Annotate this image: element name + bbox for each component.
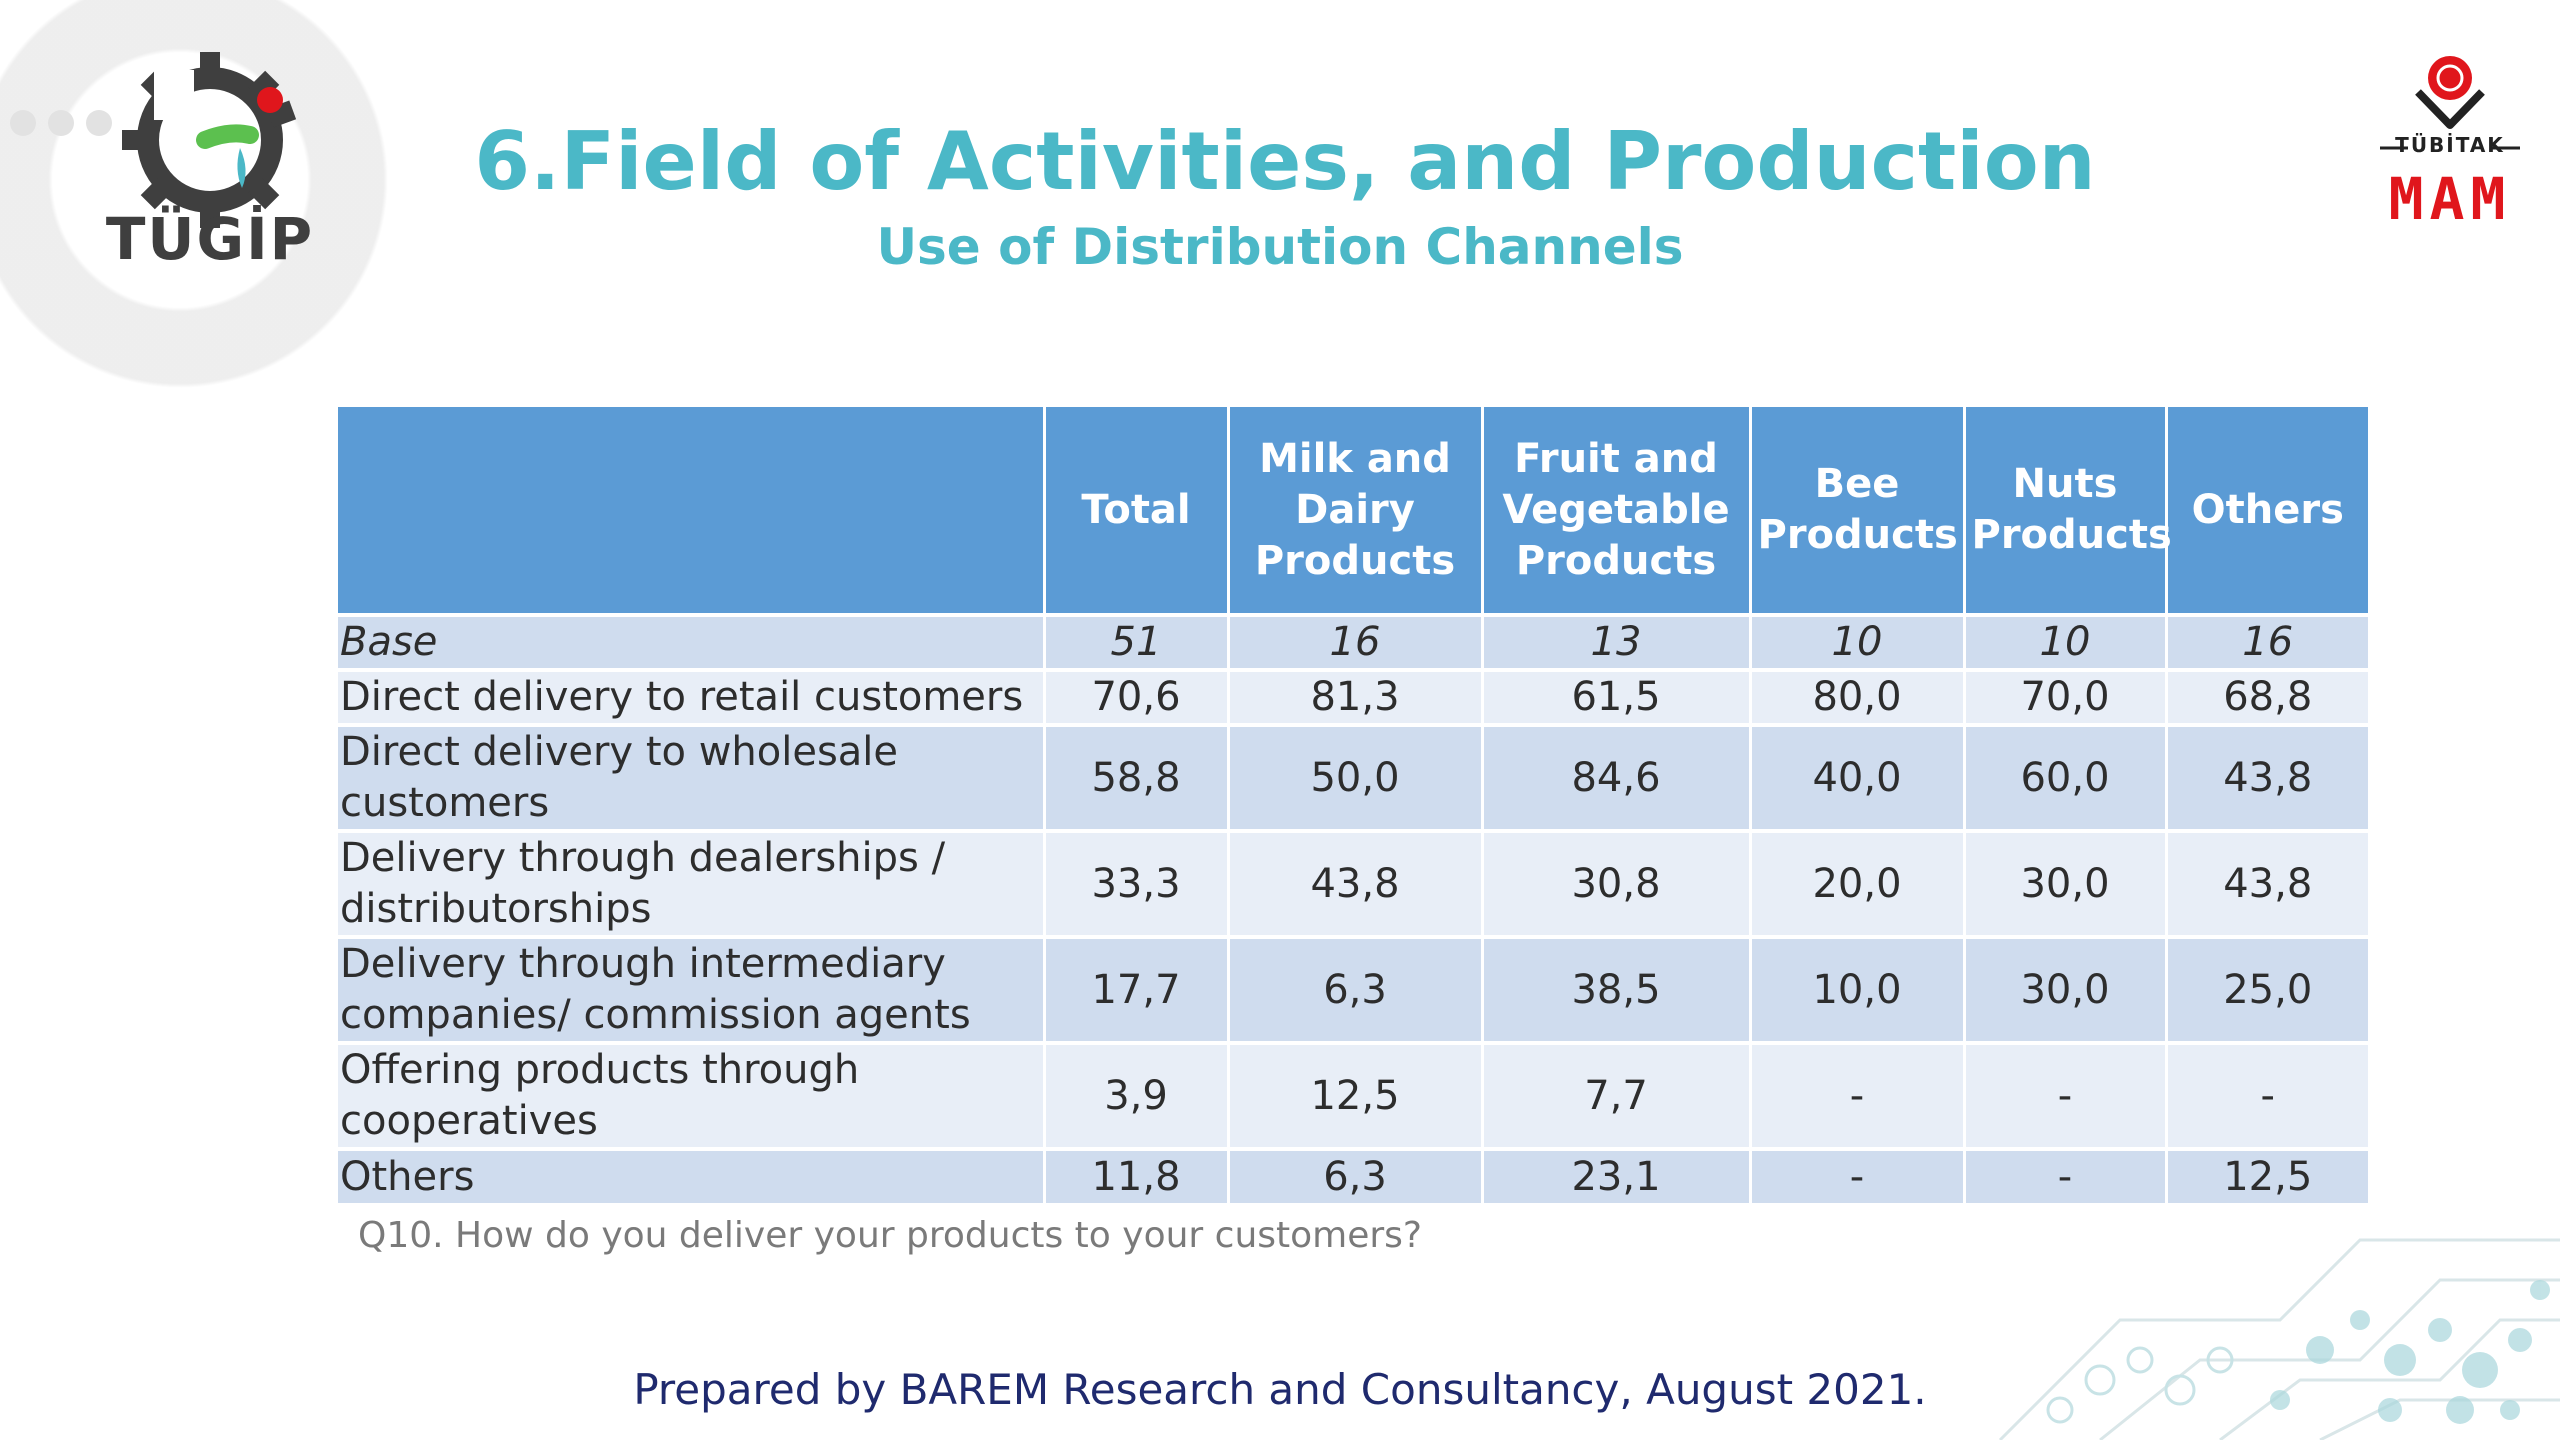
- column-header: Bee Products: [1750, 407, 1966, 615]
- table-cell: 40,0: [1750, 723, 1966, 831]
- table-cell: 70,0: [1964, 668, 2168, 725]
- table-cell: 7,7: [1482, 1041, 1752, 1149]
- table-cell: 30,0: [1964, 935, 2168, 1043]
- table-cell: -: [1964, 1147, 2168, 1203]
- row-label: Direct delivery to wholesale customers: [338, 723, 1046, 831]
- row-label: Direct delivery to retail customers: [338, 668, 1046, 725]
- table-cell: 50,0: [1228, 723, 1484, 831]
- table-cell: 23,1: [1482, 1147, 1752, 1203]
- table-cell: 61,5: [1482, 668, 1752, 725]
- table-cell: 20,0: [1750, 829, 1966, 937]
- table-cell: 33,3: [1044, 829, 1230, 937]
- table-row: Direct delivery to retail customers 70,6…: [338, 668, 2368, 725]
- column-header: [338, 407, 1046, 615]
- tugip-logo-text: TÜGİP: [105, 205, 315, 273]
- table-cell: 6,3: [1228, 935, 1484, 1043]
- row-label: Delivery through intermediary companies/…: [338, 935, 1046, 1043]
- column-header: Total: [1044, 407, 1230, 615]
- table-row: Offering products through cooperatives 3…: [338, 1041, 2368, 1149]
- table-cell: 30,0: [1964, 829, 2168, 937]
- table-cell: 10: [1964, 613, 2168, 670]
- table-cell: 13: [1482, 613, 1752, 670]
- table-cell: 6,3: [1228, 1147, 1484, 1203]
- table-row: Delivery through dealerships / distribut…: [338, 829, 2368, 937]
- table-cell: -: [1964, 1041, 2168, 1149]
- table-cell: 81,3: [1228, 668, 1484, 725]
- table-cell: 43,8: [2166, 829, 2368, 937]
- table-cell: 43,8: [1228, 829, 1484, 937]
- page-subtitle: Use of Distribution Channels: [876, 218, 1684, 276]
- table-cell: 80,0: [1750, 668, 1966, 725]
- table-cell: 16: [2166, 613, 2368, 670]
- row-label: Delivery through dealerships / distribut…: [338, 829, 1046, 937]
- row-label: Offering products through cooperatives: [338, 1041, 1046, 1149]
- table-cell: 3,9: [1044, 1041, 1230, 1149]
- table-cell: 11,8: [1044, 1147, 1230, 1203]
- table-cell: -: [1750, 1147, 1966, 1203]
- survey-question-note: Q10. How do you deliver your products to…: [358, 1215, 1423, 1256]
- table-cell: 84,6: [1482, 723, 1752, 831]
- table-cell: 38,5: [1482, 935, 1752, 1043]
- table-cell: 51: [1044, 613, 1230, 670]
- background-network-decoration: [1998, 1238, 2560, 1440]
- tubitak-logo-text: TÜBİTAK: [2395, 133, 2505, 157]
- row-label: Base: [338, 613, 1046, 670]
- column-header: Nuts Products: [1964, 407, 2172, 615]
- table-cell: 43,8: [2166, 723, 2368, 831]
- column-header: Milk and Dairy Products: [1228, 407, 1484, 615]
- row-label: Others: [338, 1147, 1046, 1203]
- mam-logo-text: MAM: [2388, 165, 2512, 233]
- table-cell: -: [1750, 1041, 1966, 1149]
- column-header: Others: [2166, 407, 2368, 615]
- table-cell: 10: [1750, 613, 1966, 670]
- table-cell: 17,7: [1044, 935, 1230, 1043]
- table-cell: 12,5: [2166, 1147, 2368, 1203]
- table-cell: 30,8: [1482, 829, 1752, 937]
- table-cell: 10,0: [1750, 935, 1966, 1043]
- table-cell: 58,8: [1044, 723, 1230, 831]
- tugip-gear-logo-icon: [122, 52, 297, 228]
- table-cell: 12,5: [1228, 1041, 1484, 1149]
- table-cell: 60,0: [1964, 723, 2168, 831]
- table-cell: 70,6: [1044, 668, 1230, 725]
- column-header: Fruit and Vegetable Products: [1482, 407, 1752, 615]
- footer-credit: Prepared by BAREM Research and Consultan…: [633, 1365, 1927, 1414]
- table-row: Base 51 16 13 10 10 16: [338, 613, 2368, 670]
- table-row: Direct delivery to wholesale customers 5…: [338, 723, 2368, 831]
- table-header-row: Total Milk and Dairy Products Fruit and …: [338, 407, 2368, 615]
- table-row: Delivery through intermediary companies/…: [338, 935, 2368, 1043]
- background-dots-decoration: [0, 90, 150, 150]
- table-row: Others 11,8 6,3 23,1 - - 12,5: [338, 1147, 2368, 1203]
- table-cell: -: [2166, 1041, 2368, 1149]
- tubitak-emblem-icon: [2380, 56, 2520, 150]
- table-cell: 68,8: [2166, 668, 2368, 725]
- distribution-channels-table: Total Milk and Dairy Products Fruit and …: [338, 407, 2368, 1203]
- page-title: 6.Field of Activities, and Production: [474, 115, 2096, 208]
- table-cell: 16: [1228, 613, 1484, 670]
- table-cell: 25,0: [2166, 935, 2368, 1043]
